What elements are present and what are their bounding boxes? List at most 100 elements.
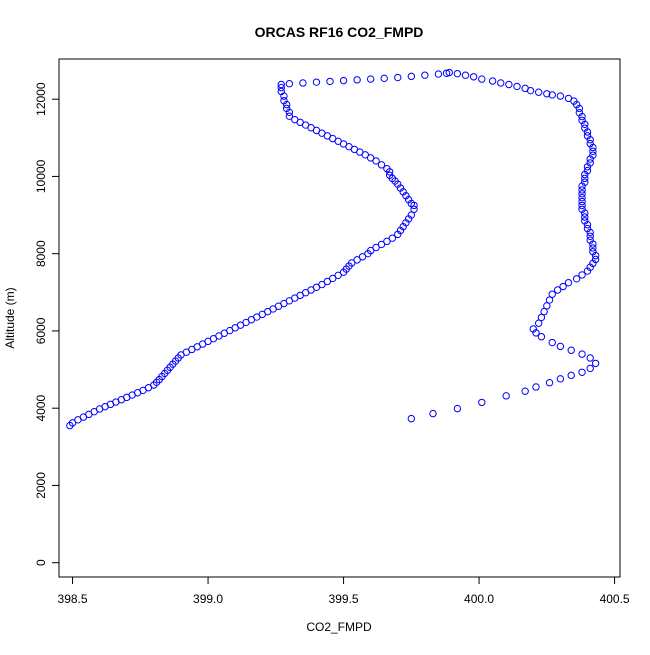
data-point — [578, 190, 586, 198]
data-point — [497, 79, 505, 87]
data-point — [545, 379, 554, 387]
data-point — [532, 383, 540, 391]
data-point — [488, 77, 497, 85]
data-point — [543, 302, 551, 310]
data-point — [339, 76, 348, 85]
data-point — [578, 368, 586, 376]
data-point — [377, 240, 386, 249]
data-point — [410, 205, 418, 213]
data-point — [556, 342, 565, 351]
data-point — [334, 271, 342, 280]
data-point — [380, 74, 388, 83]
y-tick-label: 12000 — [34, 82, 48, 116]
data-point — [548, 290, 556, 298]
data-point — [534, 319, 543, 327]
data-point — [564, 278, 573, 287]
data-point — [581, 209, 589, 217]
data-point — [589, 147, 597, 156]
data-point — [583, 221, 592, 229]
data-point — [586, 136, 594, 144]
data-point — [407, 72, 416, 81]
data-point — [537, 313, 546, 322]
data-point — [586, 354, 594, 362]
data-point — [572, 275, 581, 283]
data-point — [285, 80, 294, 88]
data-point — [277, 80, 285, 89]
data-point — [318, 280, 326, 289]
data-point — [586, 364, 594, 373]
data-point — [358, 253, 367, 261]
y-tick-label: 2000 — [34, 472, 48, 499]
data-point — [591, 251, 600, 260]
data-point — [578, 271, 586, 279]
data-point — [578, 350, 586, 358]
y-ticks: 0 2000 4000 6000 8000 10000 12000 — [34, 82, 59, 566]
data-point — [326, 77, 334, 86]
data-point — [521, 387, 529, 395]
data-point — [445, 68, 453, 77]
data-point — [589, 240, 597, 248]
data-point — [407, 211, 416, 219]
data-point — [575, 104, 584, 113]
data-point — [540, 307, 548, 316]
data-point — [559, 282, 567, 291]
data-point — [407, 414, 416, 423]
x-axis: 398.5 399.0 399.5 400.0 400.5 — [58, 576, 630, 606]
data-point — [347, 259, 356, 267]
data-point — [578, 197, 586, 206]
data-point — [591, 359, 600, 368]
data-point — [277, 83, 285, 92]
data-point — [478, 75, 486, 83]
data-point — [383, 237, 391, 246]
data-point — [578, 112, 586, 121]
data-point — [453, 404, 462, 413]
y-axis: 0 2000 4000 6000 8000 10000 12000 — [34, 82, 60, 566]
x-tick-label: 400.0 — [464, 592, 494, 606]
data-point — [383, 165, 391, 173]
data-point — [312, 78, 321, 86]
y-tick-label: 10000 — [34, 159, 48, 193]
data-point — [478, 398, 486, 407]
data-point — [556, 92, 565, 100]
data-point — [388, 234, 397, 242]
data-point — [329, 274, 337, 283]
data-point — [505, 80, 513, 89]
data-point — [385, 171, 394, 179]
y-tick-label: 6000 — [34, 317, 48, 344]
y-axis-label: Altitude (m) — [3, 287, 17, 348]
data-point — [534, 88, 543, 96]
data-point — [526, 86, 535, 95]
data-point — [429, 409, 437, 418]
data-point — [586, 232, 594, 241]
data-point — [545, 296, 554, 304]
data-point — [581, 213, 589, 221]
data-point — [366, 246, 375, 255]
data-point — [556, 375, 565, 383]
data-point — [567, 346, 575, 354]
data-point — [282, 104, 291, 113]
data-point — [277, 87, 285, 96]
x-axis-label: CO2_FMPD — [306, 620, 372, 634]
data-point — [583, 163, 592, 171]
data-point — [366, 154, 375, 162]
data-point — [394, 73, 402, 82]
data-point — [461, 71, 470, 79]
data-point — [469, 73, 478, 81]
data-point — [581, 174, 589, 183]
data-point — [578, 182, 586, 190]
data-point — [586, 155, 594, 163]
data-point — [453, 69, 462, 78]
data-point — [589, 244, 597, 252]
data-point — [532, 329, 540, 337]
data-point — [323, 277, 332, 286]
data-point — [548, 338, 556, 347]
data-point — [578, 186, 586, 194]
data-point — [502, 392, 510, 400]
chart-title: ORCAS RF16 CO2_FMPD — [255, 24, 424, 40]
data-point — [537, 333, 546, 341]
data-point — [513, 82, 521, 91]
x-tick-label: 398.5 — [58, 592, 88, 606]
data-point — [291, 115, 299, 124]
